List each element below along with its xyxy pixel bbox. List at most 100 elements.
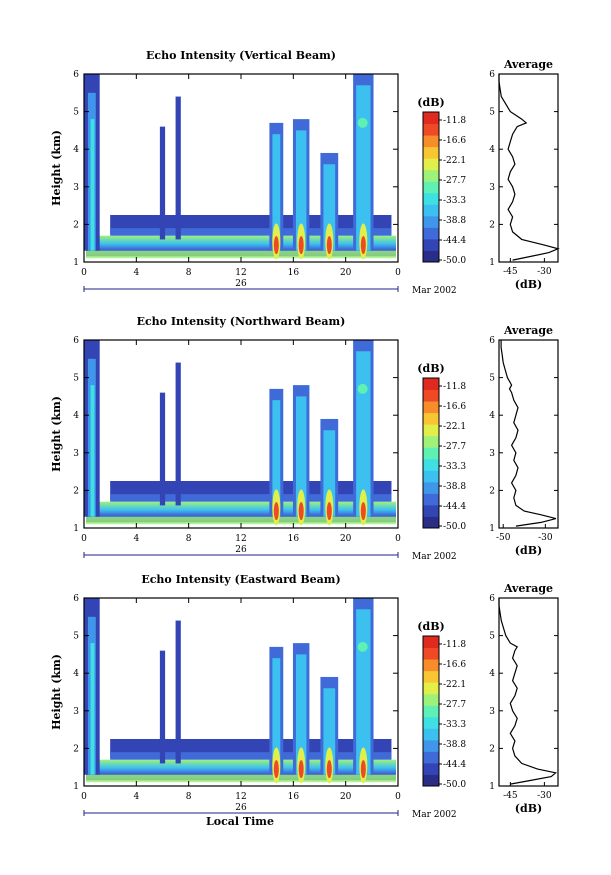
panel-1: Echo Intensity (Northward Beam)123456Hei… <box>50 315 559 562</box>
profile-title: Average <box>503 582 553 595</box>
colorbar-swatch <box>423 204 439 217</box>
colorbar-swatch <box>423 135 439 148</box>
colorbar-swatch <box>423 504 439 517</box>
colorbar-swatch <box>423 412 439 425</box>
echo-layer <box>86 250 396 259</box>
echo-core <box>298 236 304 255</box>
echo-core <box>273 502 279 521</box>
y-tick-label: 1 <box>73 524 79 534</box>
colorbar-swatch <box>423 112 439 125</box>
y-tick-label: 2 <box>73 486 79 496</box>
profile-x-label: (dB) <box>515 802 542 815</box>
date-label: Mar 2002 <box>412 810 457 820</box>
colorbar-tick-label: -22.1 <box>443 156 466 166</box>
colorbar-swatch <box>423 250 439 263</box>
y-tick-label: 4 <box>73 411 79 421</box>
profile-x-tick-label: -45 <box>503 267 518 277</box>
profile-y-tick-label: 5 <box>489 374 495 384</box>
y-axis-label: Height (km) <box>50 654 63 730</box>
profile-y-tick-label: 2 <box>489 486 495 496</box>
colorbar-tick-label: -38.8 <box>443 482 466 492</box>
colorbar-swatch <box>423 493 439 506</box>
y-tick-label: 4 <box>73 669 79 679</box>
colorbar-tick-label: -50.0 <box>443 256 466 266</box>
x-tick-label: 4 <box>133 534 139 544</box>
colorbar-swatch <box>423 389 439 402</box>
profile-line <box>500 340 557 527</box>
x-tick-label: 16 <box>288 792 300 802</box>
echo-column <box>175 620 181 764</box>
profile-y-tick-label: 2 <box>489 744 495 754</box>
colorbar-swatch <box>423 751 439 764</box>
x-tick-label: 0 <box>81 268 87 278</box>
profile-y-tick-label: 4 <box>489 411 495 421</box>
profile-line <box>498 74 560 261</box>
echo-core <box>326 502 332 521</box>
echo-column <box>175 96 181 240</box>
y-tick-label: 6 <box>73 70 79 80</box>
colorbar-swatch <box>423 378 439 391</box>
colorbar-tick-label: -27.7 <box>443 442 466 452</box>
x-tick-label: 0 <box>395 268 401 278</box>
x-tick-label: 8 <box>186 792 192 802</box>
y-tick-label: 6 <box>73 336 79 346</box>
profile-frame <box>498 73 559 263</box>
colorbar-tick-label: -11.8 <box>443 382 466 392</box>
profile-y-tick-label: 3 <box>489 183 495 193</box>
colorbar-tick-label: -16.6 <box>443 402 466 412</box>
x-axis-label: Local Time <box>206 815 274 828</box>
x-tick-label: 12 <box>235 792 246 802</box>
profile-title: Average <box>503 324 553 337</box>
profile-line <box>498 598 558 785</box>
profile-x-label: (dB) <box>515 278 542 291</box>
colorbar-swatch <box>423 739 439 752</box>
echo-core <box>273 236 279 255</box>
colorbar-swatch <box>423 458 439 471</box>
colorbar-swatch <box>423 670 439 683</box>
profile-y-tick-label: 1 <box>489 524 495 534</box>
x-tick-label: 12 <box>235 534 246 544</box>
colorbar-swatch <box>423 435 439 448</box>
colorbar-swatch <box>423 647 439 660</box>
x-tick-label: 4 <box>133 792 139 802</box>
colorbar-swatch <box>423 716 439 729</box>
x-tick-label: 16 <box>288 268 300 278</box>
profile-title: Average <box>503 58 553 71</box>
echo-plume <box>295 654 307 775</box>
profile-y-tick-label: 1 <box>489 258 495 268</box>
colorbar-swatch <box>423 774 439 787</box>
echo-plume <box>323 430 336 517</box>
echo-layer <box>110 228 392 236</box>
colorbar-tick-label: -16.6 <box>443 660 466 670</box>
profile-y-tick-label: 5 <box>489 108 495 118</box>
chart-title: Echo Intensity (Northward Beam) <box>137 315 346 328</box>
y-tick-label: 3 <box>73 183 79 193</box>
echo-column <box>90 119 95 251</box>
profile-x-label: (dB) <box>515 544 542 557</box>
colorbar-swatch <box>423 705 439 718</box>
x-tick-label: 8 <box>186 268 192 278</box>
colorbar-tick-label: -27.7 <box>443 700 466 710</box>
colorbar-swatch <box>423 123 439 136</box>
y-tick-label: 5 <box>73 632 79 642</box>
profile-y-tick-label: 3 <box>489 449 495 459</box>
x-tick-label: 20 <box>340 534 352 544</box>
profile-y-tick-label: 3 <box>489 707 495 717</box>
colorbar-tick-label: -44.4 <box>443 502 466 512</box>
x-tick-label: 0 <box>81 534 87 544</box>
echo-core <box>357 117 368 128</box>
colorbar-tick-label: -22.1 <box>443 422 466 432</box>
colorbar-swatch <box>423 424 439 437</box>
colorbar-tick-label: -33.3 <box>443 196 466 206</box>
echo-plume <box>272 400 281 517</box>
x-tick-label: 0 <box>395 534 401 544</box>
y-tick-label: 2 <box>73 744 79 754</box>
echo-core <box>326 236 332 255</box>
colorbar-tick-label: -33.3 <box>443 462 466 472</box>
colorbar-swatch <box>423 516 439 529</box>
profile-y-tick-label: 2 <box>489 220 495 230</box>
profile-x-tick-label: -30 <box>538 533 553 543</box>
panel-2: Echo Intensity (Eastward Beam)123456Heig… <box>50 573 559 820</box>
echo-plume <box>272 134 281 251</box>
colorbar-swatch <box>423 636 439 649</box>
